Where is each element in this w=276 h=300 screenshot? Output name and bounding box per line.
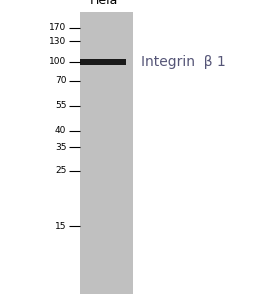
Text: 15: 15 [55, 222, 66, 231]
Text: 130: 130 [49, 37, 66, 46]
Text: 25: 25 [55, 166, 66, 175]
Text: 100: 100 [49, 57, 66, 66]
Text: 55: 55 [55, 101, 66, 110]
Text: 170: 170 [49, 23, 66, 32]
Bar [80, 58, 126, 65]
Text: Integrin  β 1: Integrin β 1 [141, 55, 225, 69]
Text: 35: 35 [55, 142, 66, 152]
Text: Hela: Hela [90, 0, 118, 8]
Bar [80, 12, 132, 294]
Text: 70: 70 [55, 76, 66, 85]
Text: 40: 40 [55, 126, 66, 135]
